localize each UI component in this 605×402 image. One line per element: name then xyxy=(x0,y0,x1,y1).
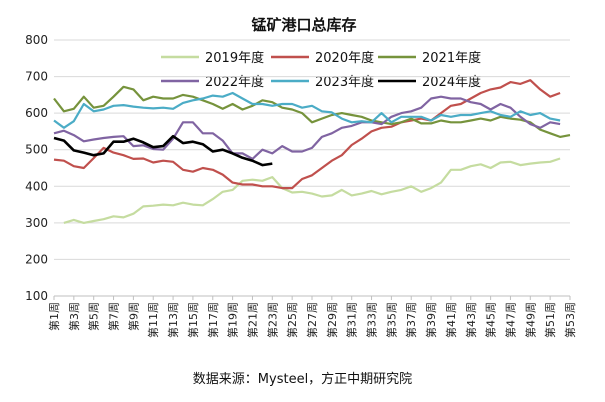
x-tick-label: 第9周 xyxy=(126,302,140,331)
x-tick-label: 第1周 xyxy=(47,302,61,331)
y-tick-label: 500 xyxy=(25,143,48,157)
x-tick-label: 第47周 xyxy=(503,302,517,338)
x-tick-label: 第39周 xyxy=(424,302,438,338)
legend-item: 2019年度 xyxy=(161,50,264,66)
x-tick-label: 第29周 xyxy=(325,302,339,338)
chart-title: 锰矿港口总库存 xyxy=(251,16,356,34)
legend-item: 2024年度 xyxy=(378,74,481,90)
series-line-2019年度 xyxy=(63,157,561,224)
series-line-2023年度 xyxy=(53,91,561,129)
legend-label: 2023年度 xyxy=(315,74,374,90)
y-tick-label: 200 xyxy=(25,252,48,266)
data-source-note: 数据来源：Mysteel，方正中期研究院 xyxy=(192,372,413,387)
x-tick-label: 第27周 xyxy=(305,302,319,338)
legend-label: 2021年度 xyxy=(422,50,481,66)
chart-legend: 2019年度 2020年度 2021年度 2022年度 2023年度 2024年度 xyxy=(161,50,481,90)
x-tick-label: 第53周 xyxy=(563,302,577,338)
y-tick-label: 700 xyxy=(25,70,48,84)
x-tick-label: 第19周 xyxy=(226,302,240,338)
legend-item: 2021年度 xyxy=(378,50,481,66)
x-tick-label: 第37周 xyxy=(404,302,418,338)
legend-label: 2019年度 xyxy=(205,50,264,66)
series-line-2024年度 xyxy=(53,134,273,167)
legend-label: 2024年度 xyxy=(422,74,481,90)
x-tick-label: 第35周 xyxy=(384,302,398,338)
x-tick-label: 第5周 xyxy=(87,302,101,331)
y-tick-label: 300 xyxy=(25,216,48,230)
y-tick-label: 400 xyxy=(25,179,48,193)
legend-item: 2022年度 xyxy=(161,74,264,90)
x-axis: 第1周 第3周 第5周 第7周 第9周 第11周 第13周 第15周 第17周 第19周 第21周第… xyxy=(47,295,577,338)
x-tick-label: 第31周 xyxy=(345,302,359,338)
x-tick-label: 第11周 xyxy=(146,302,160,338)
x-tick-label: 第13周 xyxy=(166,302,180,338)
x-tick-label: 第23周 xyxy=(265,302,279,338)
x-tick-label: 第7周 xyxy=(107,302,121,331)
x-tick-label: 第49周 xyxy=(523,302,537,338)
series-line-2022年度 xyxy=(53,95,561,160)
y-tick-label: 600 xyxy=(25,106,48,120)
x-tick-label: 第3周 xyxy=(67,302,81,331)
x-tick-label: 第25周 xyxy=(285,302,299,338)
y-tick-label: 800 xyxy=(25,33,48,47)
x-tick-label: 第21周 xyxy=(245,302,259,338)
plot-area xyxy=(53,79,571,224)
x-tick-label: 第41周 xyxy=(444,302,458,338)
x-tick-label: 第15周 xyxy=(186,302,200,338)
y-tick-label: 100 xyxy=(25,289,48,303)
legend-label: 2020年度 xyxy=(315,50,374,66)
legend-item: 2023年度 xyxy=(271,74,374,90)
series-line-2020年度 xyxy=(53,79,561,190)
x-tick-label: 第51周 xyxy=(543,302,557,338)
series-line-2021年度 xyxy=(53,85,571,138)
x-tick-label: 第17周 xyxy=(206,302,220,338)
x-tick-label: 第43周 xyxy=(464,302,478,338)
x-tick-label: 第45周 xyxy=(484,302,498,338)
x-tick-label: 第33周 xyxy=(365,302,379,338)
y-axis: 100 200 300 400 500 600 700 800 xyxy=(25,33,48,303)
legend-item: 2020年度 xyxy=(271,50,374,66)
legend-label: 2022年度 xyxy=(205,74,264,90)
